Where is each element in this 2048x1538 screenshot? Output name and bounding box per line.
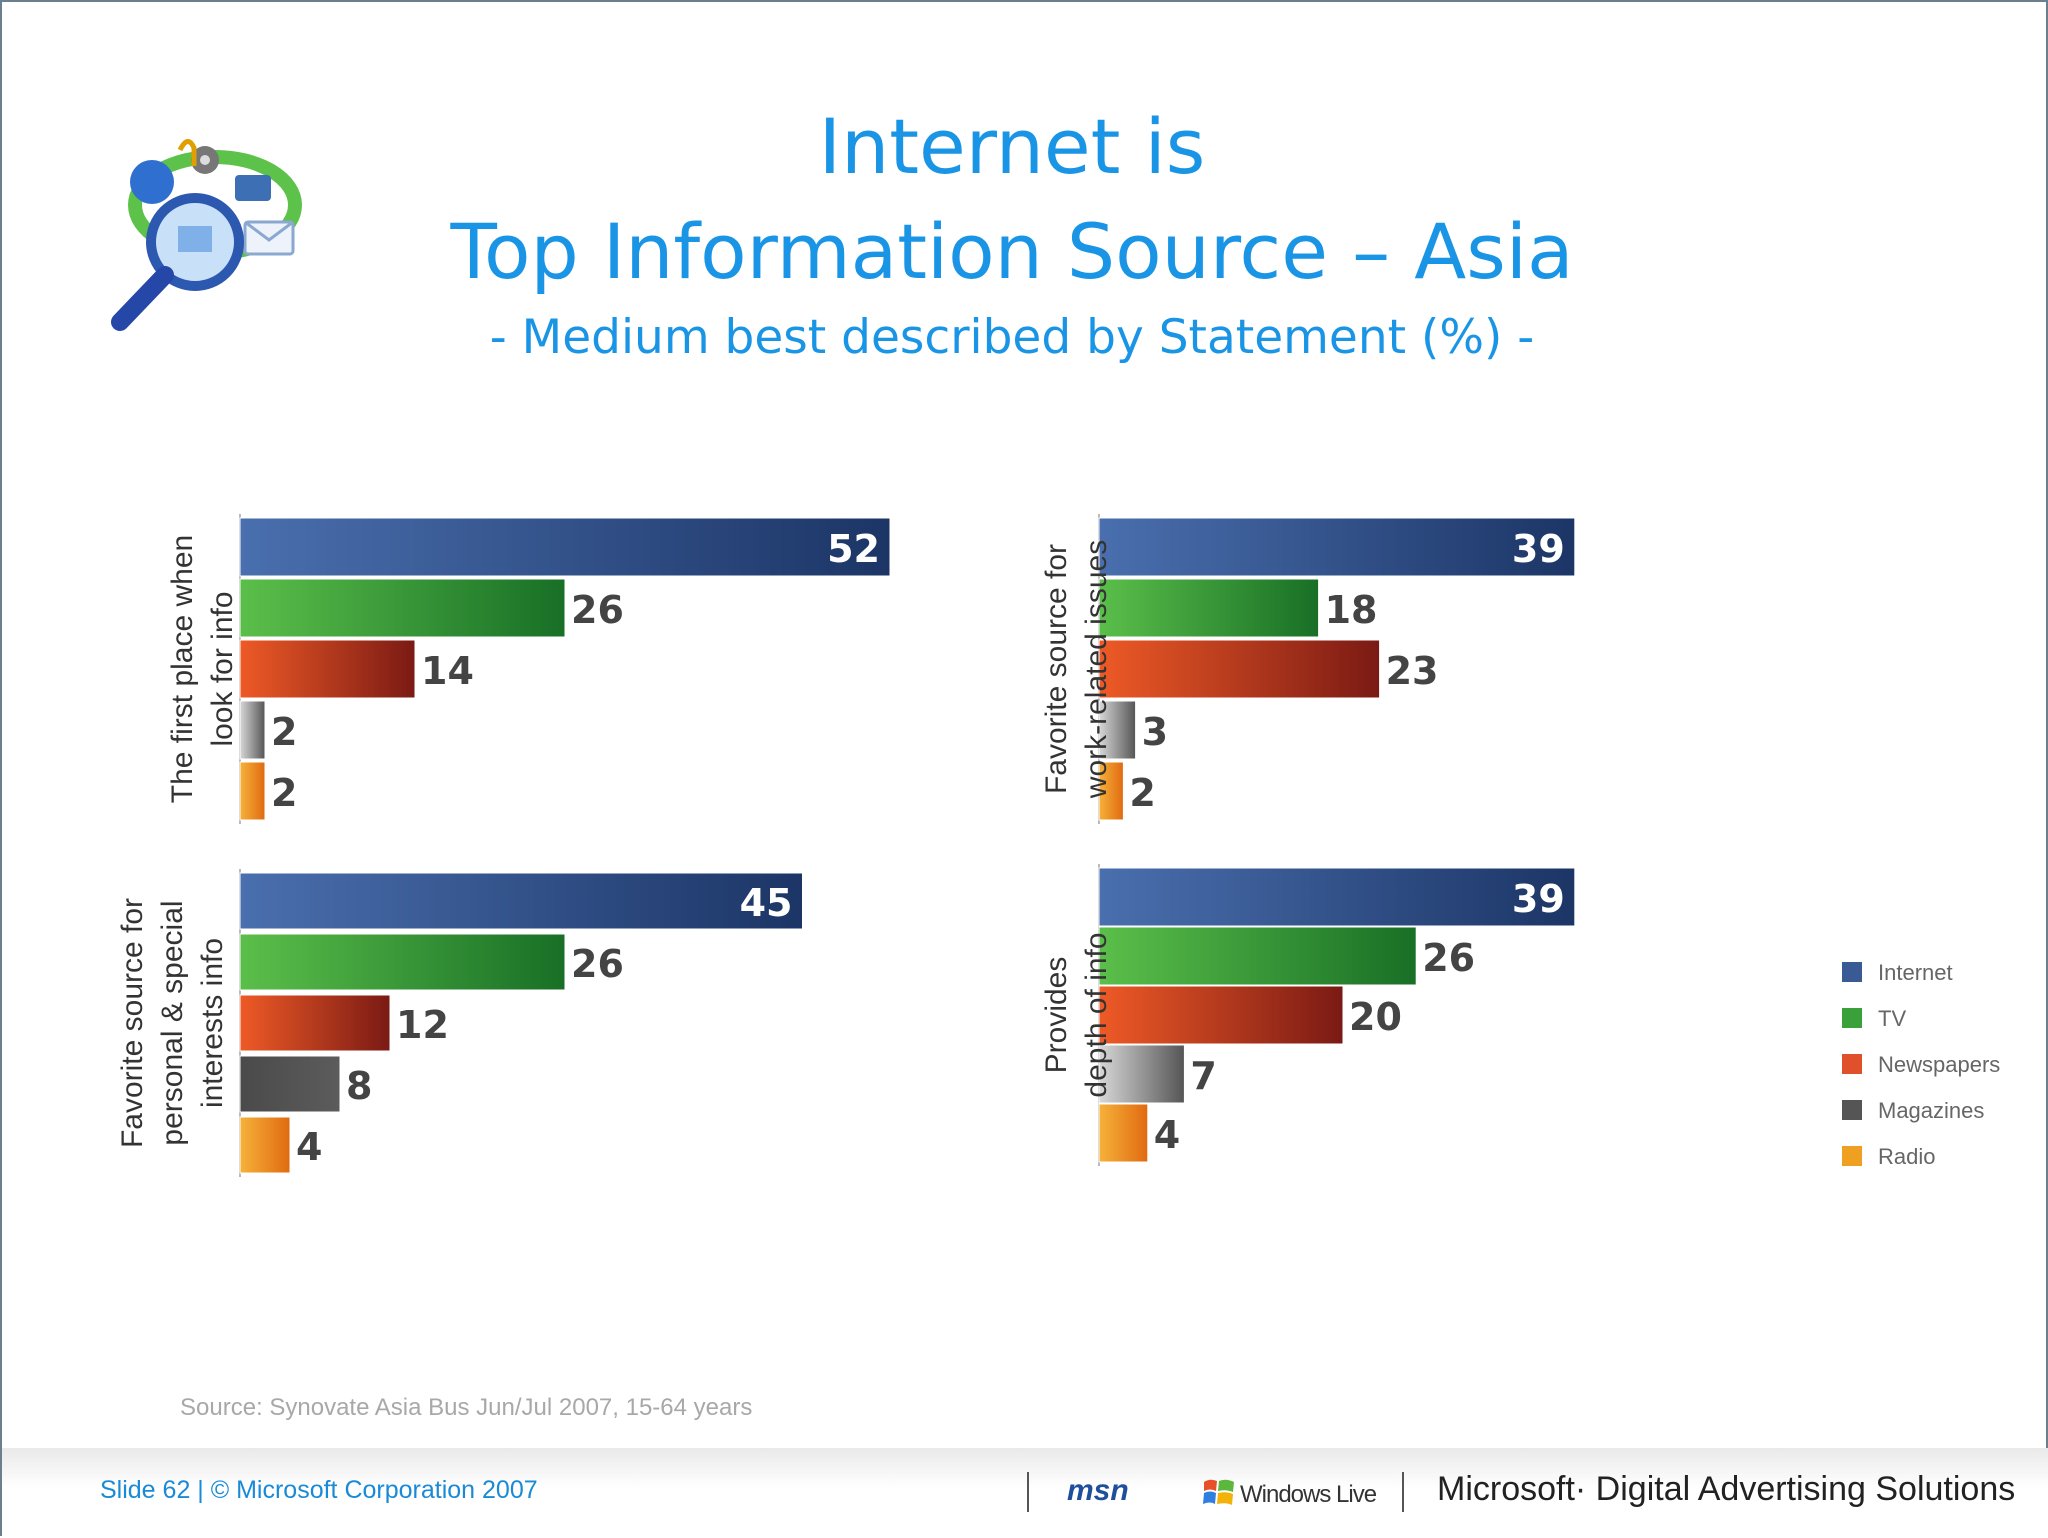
- microsoft-digital-advertising-logo: Microsoft· Digital Advertising Solutions: [1437, 1470, 2016, 1508]
- bar-newspapers: [1098, 639, 1381, 699]
- bar-radio: [1098, 1103, 1149, 1163]
- legend-swatch-tv: [1842, 1008, 1862, 1028]
- legend-label-radio: Radio: [1878, 1144, 1935, 1169]
- legend-label-newspapers: Newspapers: [1878, 1052, 2000, 1077]
- bar-newspapers: [239, 994, 391, 1052]
- bar-newspapers: [1098, 985, 1344, 1045]
- data-label-magazines: 8: [346, 1064, 372, 1108]
- chart-panel-1: 52 26 14 2 2 The first place when look for inf…: [166, 514, 891, 824]
- data-label-newspapers: 12: [396, 1003, 449, 1047]
- source-note: Source: Synovate Asia Bus Jun/Jul 2007, …: [180, 1394, 753, 1421]
- slide-title-line1: Internet is: [818, 102, 1206, 191]
- data-label-tv: 18: [1325, 588, 1378, 632]
- slide-number: Slide 62 | © Microsoft Corporation 2007: [100, 1476, 538, 1504]
- footer-divider: [1027, 1472, 1029, 1512]
- data-label-magazines: 3: [1142, 710, 1168, 754]
- data-label-tv: 26: [1422, 936, 1475, 980]
- legend-label-tv: TV: [1878, 1006, 1906, 1031]
- data-label-internet: 52: [827, 527, 880, 571]
- legend-label-internet: Internet: [1878, 960, 1953, 985]
- bar-magazines: [1098, 700, 1137, 760]
- slide-subtitle: - Medium best described by Statement (%)…: [489, 310, 1535, 365]
- data-label-newspapers: 20: [1349, 995, 1402, 1039]
- footer: [2, 1448, 2048, 1538]
- data-label-newspapers: 14: [421, 649, 474, 693]
- data-label-tv: 26: [571, 588, 624, 632]
- chart-panel-3: 45 26 12 84 Favorite source for personal & sp…: [116, 869, 803, 1177]
- footer-divider-2: [1402, 1472, 1404, 1512]
- bar-internet: [1098, 517, 1576, 577]
- data-label-internet: 39: [1512, 877, 1565, 921]
- data-label-radio: 2: [1129, 771, 1155, 815]
- legend-swatch-internet: [1842, 962, 1862, 982]
- bar-magazines: [1098, 1044, 1185, 1104]
- data-label-magazines: 7: [1190, 1054, 1216, 1098]
- media-search-icon: [111, 139, 302, 331]
- msn-logo: msn: [1067, 1474, 1129, 1507]
- chart-panel-4: 39 26 20 74 Provides depth of info: [1040, 864, 1576, 1166]
- category-label: Provides depth of info: [1040, 932, 1113, 1097]
- data-label-internet: 45: [740, 881, 793, 925]
- category-label: Favorite source for personal & special int…: [116, 898, 229, 1148]
- bar-tv: [239, 933, 566, 991]
- legend-swatch-magazines: [1842, 1100, 1862, 1120]
- bar-radio: [239, 761, 266, 821]
- legend-label-magazines: Magazines: [1878, 1098, 1984, 1123]
- bar-tv: [1098, 926, 1417, 986]
- category-label: The first place when look for info: [166, 535, 239, 803]
- data-label-radio: 4: [1154, 1113, 1180, 1157]
- data-label-radio: 2: [271, 771, 297, 815]
- bar-radio: [239, 1116, 291, 1174]
- category-label: Favorite source for work-related issues: [1040, 540, 1113, 799]
- data-label-tv: 26: [571, 942, 624, 986]
- legend-swatch-newspapers: [1842, 1054, 1862, 1074]
- data-label-magazines: 2: [271, 710, 297, 754]
- bar-magazines: [239, 700, 266, 760]
- bar-magazines: [239, 1055, 341, 1113]
- bar-internet: [239, 517, 891, 577]
- data-label-radio: 4: [296, 1125, 322, 1169]
- bar-tv: [1098, 578, 1320, 638]
- bar-tv: [239, 578, 566, 638]
- bar-internet: [1098, 867, 1576, 927]
- data-label-internet: 39: [1512, 527, 1565, 571]
- data-label-newspapers: 23: [1386, 649, 1439, 693]
- slide-title-line2: Top Information Source – Asia: [450, 207, 1574, 296]
- bar-internet: [239, 872, 803, 930]
- bar-newspapers: [239, 639, 416, 699]
- bar-radio: [1098, 761, 1124, 821]
- windows-live-logo: Windows Live: [1240, 1481, 1377, 1508]
- windows-flag-icon: [1203, 1479, 1234, 1505]
- legend-swatch-radio: [1842, 1146, 1862, 1166]
- legend: Internet TV Newspapers Magazines Radio: [1842, 960, 2000, 1169]
